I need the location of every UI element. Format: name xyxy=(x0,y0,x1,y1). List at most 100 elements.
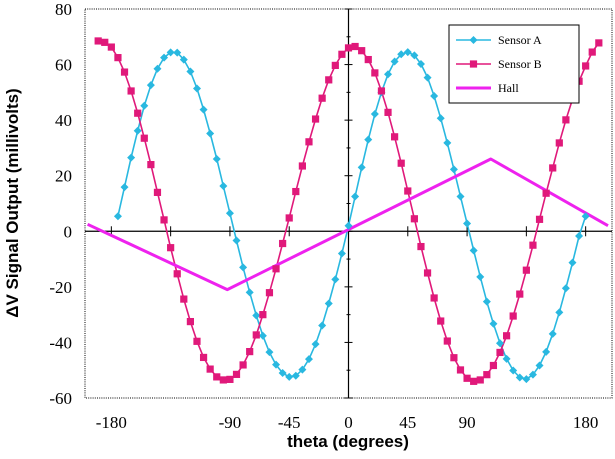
y-tick-label: -60 xyxy=(49,389,72,408)
sensor-b-point xyxy=(470,377,478,385)
sensor-b-point xyxy=(199,353,208,362)
sensor-a-point xyxy=(548,329,557,338)
sensor-a-point xyxy=(370,110,379,119)
sensor-a-point xyxy=(278,368,287,377)
sensor-a-point xyxy=(324,299,333,308)
y-axis-title: ΔV Signal Output (millivolts) xyxy=(3,88,22,317)
sensor-b-point xyxy=(160,216,168,224)
sensor-b-point xyxy=(173,270,181,278)
sensor-b-point xyxy=(417,242,425,251)
sensor-a-point xyxy=(318,321,327,330)
sensor-b-point xyxy=(364,55,372,64)
sensor-b-point xyxy=(476,376,484,384)
sensor-a-point xyxy=(542,347,551,356)
sensor-a-point xyxy=(390,57,399,66)
sensor-a-point xyxy=(199,105,208,114)
sensor-b-point xyxy=(120,68,129,76)
sensor-a-point xyxy=(113,212,122,221)
sensor-b-point xyxy=(292,187,300,196)
x-tick-label: 90 xyxy=(459,413,476,432)
legend: Sensor A Sensor B Hall xyxy=(448,24,580,104)
sensor-a-point xyxy=(206,129,215,138)
sensor-b-point xyxy=(239,361,247,369)
sensor-a-point xyxy=(298,365,307,374)
sensor-a-point xyxy=(423,73,432,82)
sensor-b-point xyxy=(272,265,280,273)
sensor-a-point xyxy=(258,331,267,340)
sensor-b-point xyxy=(463,374,471,382)
sensor-b-point xyxy=(180,295,188,303)
sensor-b-point xyxy=(371,69,379,77)
sensor-b-point xyxy=(186,317,194,326)
sensor-a-point xyxy=(357,163,366,172)
sensor-a-point xyxy=(469,246,478,255)
sensor-a-point xyxy=(127,153,136,162)
legend-marker-sensor-a xyxy=(469,36,478,44)
sensor-b-point xyxy=(391,133,399,141)
sensor-b-point xyxy=(331,61,339,70)
sensor-a-point xyxy=(443,138,452,147)
sensor-b-point xyxy=(167,244,175,252)
sensor-b-point xyxy=(232,370,241,378)
sensor-a-point xyxy=(245,288,254,297)
x-tick-label: -45 xyxy=(278,413,301,432)
sensor-a-point xyxy=(179,55,188,64)
y-tick-label: 80 xyxy=(55,0,72,19)
sensor-b-point xyxy=(206,365,214,373)
y-tick-label: 40 xyxy=(55,111,72,130)
sensor-a-point xyxy=(351,192,360,201)
legend-label-hall: Hall xyxy=(498,81,519,95)
sensor-a-point xyxy=(489,319,498,328)
sensor-b-point xyxy=(496,348,504,357)
sensor-a-point xyxy=(410,51,419,60)
sensor-b-point xyxy=(516,290,524,298)
sensor-b-point xyxy=(535,215,544,223)
sensor-a-point xyxy=(212,155,221,164)
sensor-b-point xyxy=(219,376,227,384)
sensor-b-point xyxy=(483,371,491,379)
sensor-b-point xyxy=(193,337,201,345)
sensor-a-point xyxy=(522,375,531,384)
sensor-b-point xyxy=(134,109,142,117)
sensor-a-point xyxy=(186,67,195,76)
sensor-b-point xyxy=(384,108,392,116)
y-tick-label: 60 xyxy=(55,56,72,75)
sensor-b-point xyxy=(437,317,445,325)
y-tick-labels: 80 60 40 20 0 -20 -40 -60 xyxy=(49,0,72,408)
y-tick-label: -20 xyxy=(49,278,72,297)
sensor-a-point xyxy=(476,272,485,281)
sensor-a-point xyxy=(166,48,175,57)
sensor-b-point xyxy=(450,354,458,362)
x-tick-label: 0 xyxy=(344,413,353,432)
sensor-a-point xyxy=(337,249,346,258)
sensor-a-point xyxy=(173,48,182,57)
sensor-a-point xyxy=(272,360,281,369)
sensor-a-point xyxy=(436,114,445,123)
sensor-b-point xyxy=(259,311,267,319)
sensor-b-point xyxy=(430,294,438,302)
sensor-b-point xyxy=(153,188,162,196)
sensor-b-point xyxy=(351,42,359,51)
sensor-b-point xyxy=(529,241,537,249)
sensor-b-point xyxy=(489,361,498,370)
sensor-b-point xyxy=(562,116,570,124)
x-tick-label: -90 xyxy=(219,413,242,432)
y-tick-label: 0 xyxy=(64,222,73,241)
sensor-a-point xyxy=(285,372,294,381)
sensor-a-point xyxy=(502,354,511,363)
sensor-b-point xyxy=(509,312,517,320)
sensor-b-point xyxy=(107,43,115,51)
sensor-b-point xyxy=(443,337,451,345)
sensor-b-point xyxy=(588,48,596,56)
sensor-b-point xyxy=(285,214,293,222)
x-tick-label: 45 xyxy=(399,413,416,432)
sensor-a-point xyxy=(232,236,241,245)
sensor-a-point xyxy=(331,275,340,284)
sensor-a-point xyxy=(496,339,505,348)
sensor-a-point xyxy=(449,165,458,174)
sensor-b-point xyxy=(358,47,366,55)
x-tick-label: 180 xyxy=(573,413,599,432)
sensor-b-point xyxy=(456,366,465,374)
sensor-a-point xyxy=(482,297,491,306)
sensor-b-point xyxy=(595,39,603,47)
